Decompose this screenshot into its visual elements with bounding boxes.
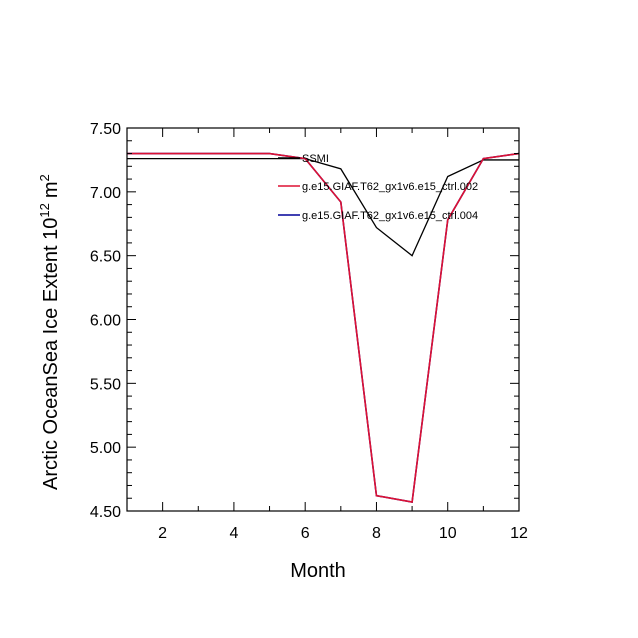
x-tick-label: 6 <box>301 525 310 542</box>
series-line-2 <box>127 152 520 503</box>
x-tick-label: 8 <box>372 525 381 542</box>
y-tick-label: 7.50 <box>90 121 121 138</box>
y-tick-label: 6.00 <box>90 313 121 330</box>
legend: SSMI g.e15.GIAF.T62_gx1v6.e15_ctrl.002 g.e… <box>278 153 478 222</box>
y-axis-label-unit-exponent: 2 <box>37 174 52 181</box>
y-axis-label-exponent: 12 <box>37 203 52 217</box>
tick-labels-layer: 2 4 6 8 10 12 4.50 5.00 5.50 6.00 6.50 7.00 7.50 <box>90 121 528 542</box>
x-axis-label: Month <box>290 560 346 582</box>
y-axis-label: Arctic OceanSea Ice Extent 1012 m2 <box>37 174 62 490</box>
y-axis-label-main: Arctic OceanSea Ice Extent 10 <box>40 218 62 490</box>
series-line-3 <box>127 152 520 503</box>
series-layer <box>127 152 520 503</box>
legend-label-3: g.e15.GIAF.T62_gx1v6.e15_ctrl.004 <box>302 210 478 222</box>
x-tick-label: 12 <box>510 525 528 542</box>
x-tick-label: 10 <box>439 525 457 542</box>
series-line-1 <box>127 157 519 257</box>
legend-label-2: g.e15.GIAF.T62_gx1v6.e15_ctrl.002 <box>302 181 478 193</box>
y-axis-label-unit: m <box>40 181 62 198</box>
x-tick-label: 4 <box>229 525 238 542</box>
y-tick-label: 7.00 <box>90 185 121 202</box>
y-tick-label: 4.50 <box>90 504 121 521</box>
legend-label-1: SSMI <box>302 153 329 165</box>
y-tick-label: 6.50 <box>90 249 121 266</box>
x-tick-label: 2 <box>158 525 167 542</box>
ticks-layer <box>126 127 520 512</box>
y-tick-label: 5.00 <box>90 440 121 457</box>
y-tick-label: 5.50 <box>90 376 121 393</box>
